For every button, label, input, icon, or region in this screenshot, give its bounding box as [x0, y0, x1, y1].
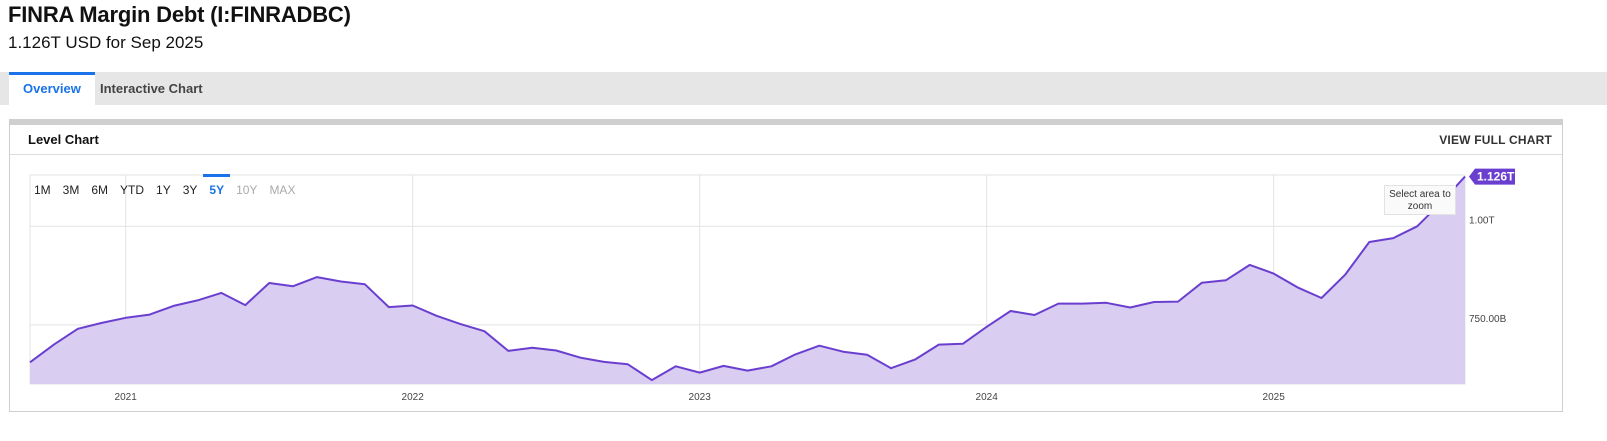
x-tick-label: 2021: [115, 392, 138, 403]
zoom-hint: Select area to zoom: [1384, 185, 1456, 215]
panel-title: Level Chart: [28, 132, 99, 147]
view-full-chart-link[interactable]: VIEW FULL CHART: [1439, 133, 1552, 147]
range-selector: 1M 3M 6M YTD 1Y 3Y 5Y 10Y MAX: [28, 174, 301, 198]
range-button-10y: 10Y: [236, 183, 258, 197]
last-value-badge: [1469, 168, 1515, 185]
range-button-6m[interactable]: 6M: [91, 183, 109, 197]
series-line: [29, 175, 1466, 382]
range-button-3y[interactable]: 3Y: [182, 183, 198, 197]
y-tick-label: 1.00T: [1469, 215, 1495, 226]
range-button-ytd[interactable]: YTD: [120, 183, 145, 197]
last-value-label: 1.126T: [1477, 170, 1515, 184]
series-area: [30, 176, 1465, 384]
tab-bar: Overview Interactive Chart: [0, 72, 1607, 105]
x-tick-label: 2024: [976, 392, 999, 403]
range-button-1y[interactable]: 1Y: [156, 183, 171, 197]
range-button-max: MAX: [269, 183, 296, 197]
panel-header: Level Chart VIEW FULL CHART: [10, 125, 1562, 155]
tab-interactive-chart[interactable]: Interactive Chart: [100, 81, 203, 96]
y-tick-label: 750.00B: [1469, 314, 1507, 325]
page-title: FINRA Margin Debt (I:FINRADBC): [8, 2, 351, 27]
page-subtitle: 1.126T USD for Sep 2025: [8, 33, 204, 52]
tab-overview[interactable]: Overview: [9, 72, 95, 105]
range-button-1m[interactable]: 1M: [34, 183, 51, 197]
range-button-5y[interactable]: 5Y: [203, 174, 230, 198]
x-tick-label: 2022: [402, 392, 425, 403]
x-tick-label: 2023: [689, 392, 712, 403]
range-button-3m[interactable]: 3M: [62, 183, 80, 197]
x-tick-label: 2025: [1263, 392, 1286, 403]
